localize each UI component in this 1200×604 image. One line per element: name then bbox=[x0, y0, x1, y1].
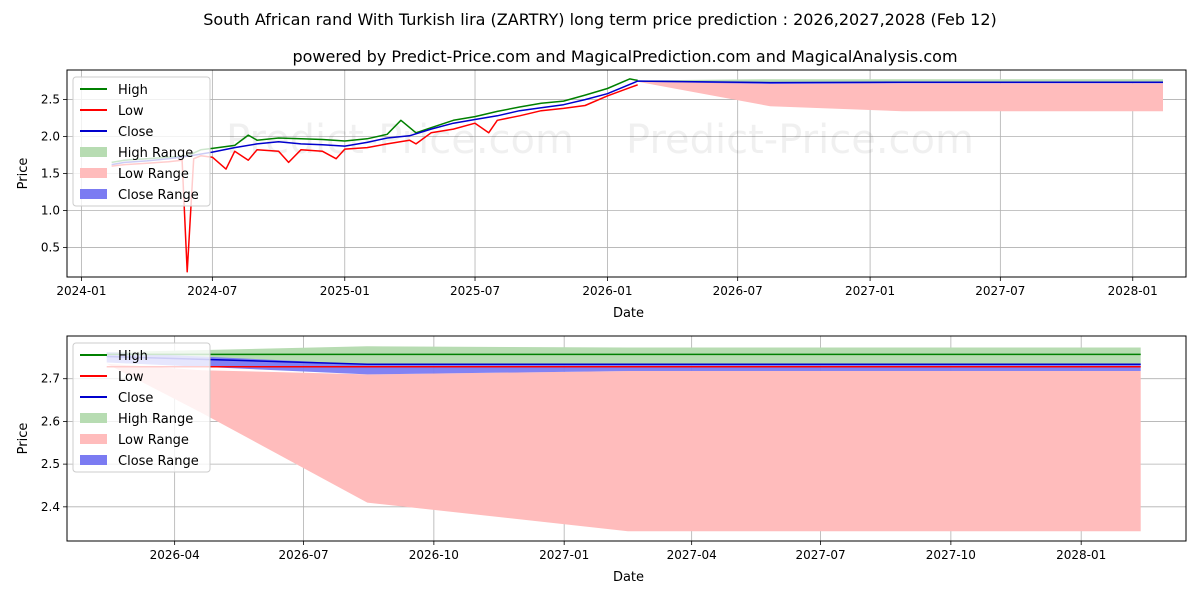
legend-swatch-low-range bbox=[80, 168, 107, 178]
legend-label-close-range: Close Range bbox=[118, 188, 199, 203]
high-range-band bbox=[106, 346, 1141, 365]
legend-label-high: High bbox=[118, 83, 148, 98]
y-tick-label: 2.6 bbox=[41, 414, 60, 428]
y-tick-label: 2.5 bbox=[41, 457, 60, 471]
legend-label-high-range: High Range bbox=[118, 412, 193, 427]
x-tick-label: 2024-07 bbox=[187, 284, 237, 298]
legend-box bbox=[72, 76, 211, 207]
x-tick-label: 2028-01 bbox=[1108, 284, 1158, 298]
watermark-text: Predict-Price.com bbox=[226, 117, 574, 163]
legend: High Low Close High Range Low Range Close Ran… bbox=[72, 76, 211, 207]
legend-box bbox=[72, 342, 211, 473]
y-tick-label: 1.5 bbox=[41, 167, 60, 181]
x-tick-label: 2027-01 bbox=[539, 548, 589, 562]
legend-swatch-close-range bbox=[80, 455, 107, 465]
legend-label-low: Low bbox=[118, 104, 144, 119]
y-tick-label: 2.7 bbox=[41, 372, 60, 386]
x-tick-label: 2026-01 bbox=[582, 284, 632, 298]
y-axis-label: Price bbox=[16, 423, 31, 455]
x-axis-label: Date bbox=[613, 306, 644, 321]
y-axis-label: Price bbox=[16, 158, 31, 190]
legend-label-low: Low bbox=[118, 370, 144, 385]
x-tick-label: 2027-10 bbox=[926, 548, 976, 562]
x-tick-label: 2026-10 bbox=[409, 548, 459, 562]
x-tick-label: 2027-07 bbox=[795, 548, 845, 562]
x-tick-label: 2025-01 bbox=[320, 284, 370, 298]
y-tick-label: 2.4 bbox=[41, 500, 60, 514]
ticks: 2024-01 2024-07 2025-01 2025-07 2026-01 2026-… bbox=[41, 93, 1158, 298]
x-tick-label: 2024-01 bbox=[56, 284, 106, 298]
x-tick-label: 2027-04 bbox=[667, 548, 717, 562]
plot-area bbox=[106, 346, 1141, 532]
y-tick-label: 2.5 bbox=[41, 93, 60, 107]
legend-label-high-range: High Range bbox=[118, 146, 193, 161]
x-axis-label: Date bbox=[613, 570, 644, 585]
legend-swatch-low-range bbox=[80, 434, 107, 444]
close-range-band bbox=[106, 352, 1141, 375]
chart-subtitle: powered by Predict-Price.com and Magical… bbox=[292, 47, 957, 66]
ticks: 2026-04 2026-07 2026-10 2027-01 2027-04 2027-… bbox=[41, 372, 1106, 562]
x-tick-label: 2026-07 bbox=[713, 284, 763, 298]
legend: High Low Close High Range Low Range Close Ran… bbox=[72, 342, 211, 473]
y-tick-label: 2.0 bbox=[41, 130, 60, 144]
x-tick-label: 2027-01 bbox=[845, 284, 895, 298]
low-range-band bbox=[106, 363, 1141, 532]
legend-label-close: Close bbox=[118, 125, 153, 140]
x-tick-label: 2027-07 bbox=[975, 284, 1025, 298]
axes-frame bbox=[66, 335, 1187, 542]
legend-label-close-range: Close Range bbox=[118, 454, 199, 469]
legend-swatch-high-range bbox=[80, 413, 107, 423]
x-tick-label: 2026-07 bbox=[278, 548, 328, 562]
x-tick-label: 2028-01 bbox=[1056, 548, 1106, 562]
y-tick-label: 0.5 bbox=[41, 240, 60, 254]
x-tick-label: 2026-04 bbox=[150, 548, 200, 562]
legend-label-close: Close bbox=[118, 391, 153, 406]
legend-label-low-range: Low Range bbox=[118, 167, 189, 182]
legend-swatch-close-range bbox=[80, 189, 107, 199]
x-tick-label: 2025-07 bbox=[450, 284, 500, 298]
legend-label-high: High bbox=[118, 349, 148, 364]
legend-swatch-high-range bbox=[80, 147, 107, 157]
top-panel: Predict-Price.com Predict-Price.com2024-0… bbox=[16, 69, 1187, 321]
watermark-text: Predict-Price.com bbox=[626, 117, 974, 163]
bottom-panel: Predict-Price.comPredict-Price.com2026-0… bbox=[16, 335, 1187, 585]
legend-label-low-range: Low Range bbox=[118, 433, 189, 448]
chart-title: South African rand With Turkish lira (ZA… bbox=[203, 10, 997, 29]
y-tick-label: 1.0 bbox=[41, 203, 60, 217]
close-line bbox=[106, 355, 1141, 365]
low-range-band bbox=[637, 80, 1163, 112]
